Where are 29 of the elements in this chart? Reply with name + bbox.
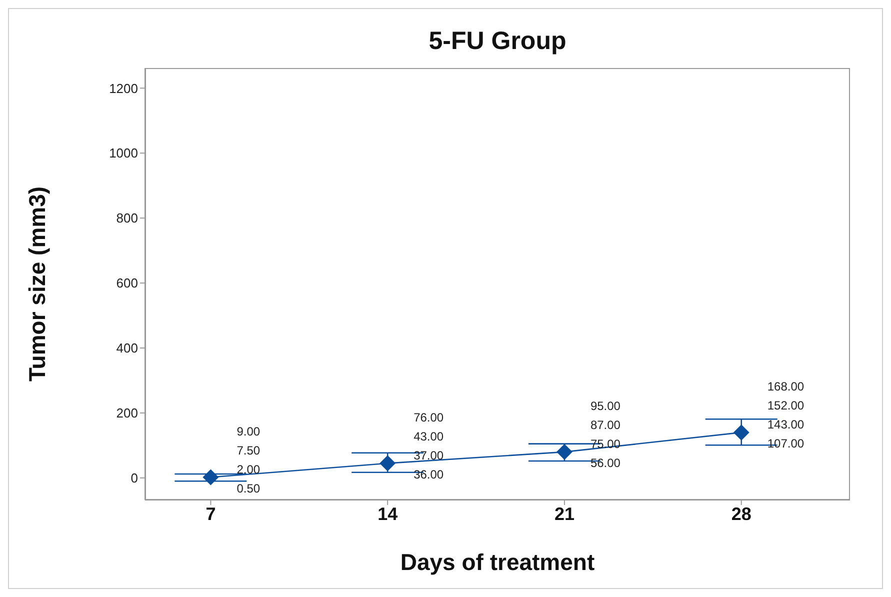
y-tick-label: 400 [116,340,138,356]
annotation: 9.00 [236,424,260,438]
annotation: 143.00 [767,417,804,432]
x-tick-label: 7 [206,504,216,524]
y-tick-label: 1200 [109,80,138,96]
annotation: 87.00 [590,418,621,432]
annotation: 37.00 [414,448,444,462]
y-tick-label: 600 [116,276,138,291]
y-tick-label: 200 [116,406,138,421]
annotation: 0.50 [236,481,260,496]
x-tick-label: 21 [554,504,574,524]
annotation: 107.00 [767,436,804,450]
x-tick-label: 14 [378,504,398,524]
annotation: 152.00 [767,398,804,412]
chart-title: 5-FU Group [428,27,568,56]
y-tick-label: 800 [116,210,138,226]
y-tick-label: 0 [130,470,138,486]
annotation: 56.00 [590,456,621,470]
annotation: 95.00 [590,398,621,413]
annotation: 36.00 [414,467,444,482]
x-tick-label: 28 [731,504,752,524]
annotation: 43.00 [414,429,444,444]
annotation: 2.00 [236,462,260,476]
annotation: 168.00 [767,379,804,394]
y-tick-label: 1000 [109,146,138,161]
y-axis-title: Tumor size (mm3) [24,186,50,382]
annotation: 76.00 [414,410,444,424]
annotation: 7.50 [236,443,260,458]
x-axis-title: Days of treatment [400,549,595,575]
